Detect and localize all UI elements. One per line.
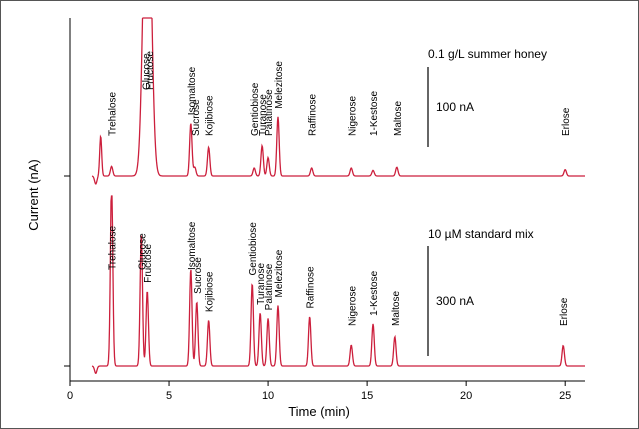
x-axis-label: Time (min) bbox=[288, 404, 350, 419]
y-axis: Current (nA) bbox=[26, 18, 71, 381]
x-ticks: 0 5 10 15 20 25 bbox=[67, 381, 571, 402]
chromatogram-trace bbox=[91, 195, 585, 374]
peak-label: Gentiobiose bbox=[250, 82, 261, 136]
x-tick-label: 10 bbox=[262, 390, 274, 402]
peak-label: Sucrose bbox=[191, 99, 202, 136]
peak-label: Kojibiose bbox=[205, 271, 216, 312]
peak-label: Glucose bbox=[137, 233, 148, 270]
peak-label: Nigerose bbox=[347, 286, 358, 326]
peak-label: 1-Kestose bbox=[369, 91, 380, 136]
peak-label: 1-Kestose bbox=[369, 270, 380, 315]
trace-label: 0.1 g/L summer honey bbox=[428, 47, 547, 61]
scale-bar-label: 300 nA bbox=[436, 294, 474, 308]
scale-bar-label: 100 nA bbox=[436, 100, 474, 114]
x-tick-label: 15 bbox=[361, 390, 373, 402]
peak-label: Isomaltose bbox=[187, 221, 198, 270]
peak-label: Maltose bbox=[391, 291, 402, 326]
peak-label: Palatinose bbox=[264, 263, 275, 310]
peak-label: Melezitose bbox=[274, 249, 285, 297]
peak-label: Palatinose bbox=[264, 89, 275, 136]
peak-label: Trehalose bbox=[108, 225, 119, 270]
peak-label: Sucrose bbox=[193, 257, 204, 294]
x-axis: 0 5 10 15 20 25 Time (min) bbox=[67, 380, 585, 419]
peak-label: Nigerose bbox=[347, 96, 358, 136]
x-tick-label: 20 bbox=[460, 390, 472, 402]
peak-label: Turanose bbox=[258, 94, 269, 136]
peak-label: Fructose bbox=[145, 51, 156, 90]
peak-label: Erlose bbox=[561, 107, 572, 136]
peak-label: Glucose bbox=[141, 53, 152, 90]
trace-label: 10 µM standard mix bbox=[428, 227, 534, 241]
peak-label: Gentiobiose bbox=[248, 222, 259, 276]
y-axis-label: Current (nA) bbox=[26, 159, 41, 231]
peak-label: Maltose bbox=[393, 101, 404, 136]
trace-annotations: 0.1 g/L summer honey 100 nA 10 µM standard… bbox=[427, 47, 547, 356]
peak-label: Isomaltose bbox=[187, 66, 198, 115]
peak-label: Trehalose bbox=[108, 91, 119, 136]
peak-label: Raffinose bbox=[308, 93, 319, 136]
peak-label: Kojibiose bbox=[205, 95, 216, 136]
x-tick-label: 5 bbox=[166, 390, 172, 402]
peak-label: Melezitose bbox=[274, 61, 285, 109]
peak-label: Erlose bbox=[559, 297, 570, 326]
peak-label: Turanose bbox=[256, 263, 267, 305]
x-tick-label: 25 bbox=[559, 390, 571, 402]
peak-label: Fructose bbox=[143, 243, 154, 282]
peak-label: Raffinose bbox=[306, 266, 317, 309]
plot-traces bbox=[64, 17, 585, 374]
x-tick-label: 0 bbox=[67, 390, 73, 402]
chromatogram-trace bbox=[91, 17, 585, 185]
